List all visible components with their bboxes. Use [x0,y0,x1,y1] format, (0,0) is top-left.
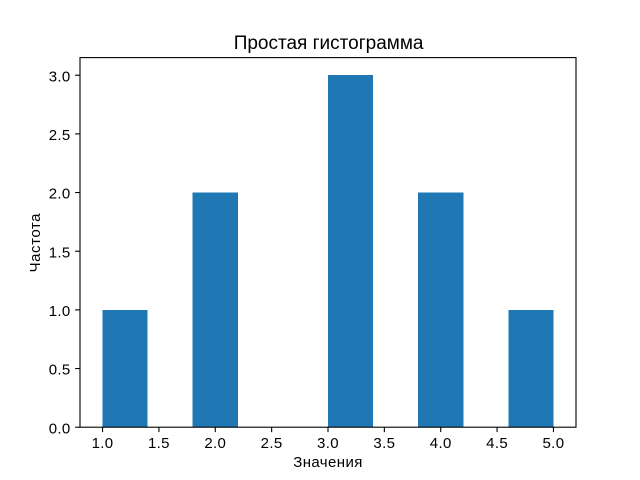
svg-text:Простая гистограмма: Простая гистограмма [234,33,424,54]
svg-text:0.5: 0.5 [49,362,71,379]
svg-text:1.0: 1.0 [92,435,114,452]
svg-text:3.5: 3.5 [373,435,395,452]
svg-text:1.5: 1.5 [49,244,71,261]
svg-text:Частота: Частота [27,213,44,273]
svg-text:Значения: Значения [293,454,363,471]
svg-text:0.0: 0.0 [49,420,71,437]
svg-text:2.0: 2.0 [204,435,226,452]
svg-text:4.0: 4.0 [430,435,452,452]
svg-text:4.5: 4.5 [486,435,508,452]
svg-text:2.5: 2.5 [49,127,71,144]
svg-text:3.0: 3.0 [317,435,339,452]
svg-text:2.5: 2.5 [261,435,283,452]
svg-text:2.0: 2.0 [49,186,71,203]
svg-text:5.0: 5.0 [542,435,564,452]
svg-text:1.0: 1.0 [49,303,71,320]
svg-text:1.5: 1.5 [148,435,170,452]
svg-text:3.0: 3.0 [49,68,71,85]
